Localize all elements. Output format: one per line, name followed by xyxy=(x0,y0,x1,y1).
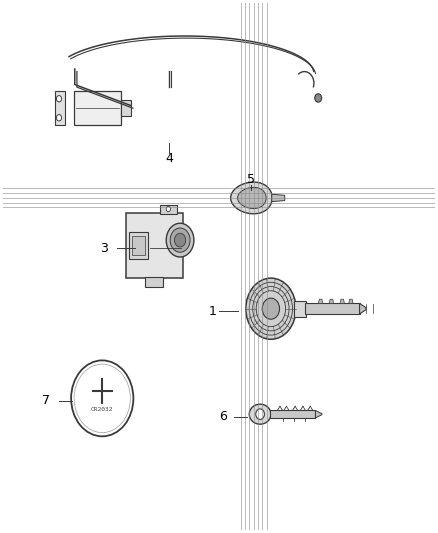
Polygon shape xyxy=(231,182,272,214)
Ellipse shape xyxy=(249,404,271,424)
Text: CR2032: CR2032 xyxy=(91,407,113,413)
Bar xyxy=(270,410,315,418)
Circle shape xyxy=(262,298,279,319)
Bar xyxy=(121,100,131,116)
Text: 3: 3 xyxy=(100,241,108,255)
Bar xyxy=(145,277,163,287)
Text: 7: 7 xyxy=(42,394,50,408)
Circle shape xyxy=(166,206,170,212)
Circle shape xyxy=(246,278,296,340)
Bar xyxy=(132,236,145,255)
Circle shape xyxy=(174,233,186,247)
Circle shape xyxy=(166,223,194,257)
Bar xyxy=(130,232,148,259)
Bar xyxy=(160,205,177,214)
Bar xyxy=(74,91,121,125)
Polygon shape xyxy=(360,303,366,314)
FancyBboxPatch shape xyxy=(126,213,183,278)
Text: 1: 1 xyxy=(208,305,216,318)
Circle shape xyxy=(170,228,190,252)
Bar xyxy=(305,303,360,314)
Polygon shape xyxy=(340,299,344,303)
Polygon shape xyxy=(315,410,322,418)
Circle shape xyxy=(57,95,62,102)
Polygon shape xyxy=(237,188,266,208)
Circle shape xyxy=(256,409,265,419)
Polygon shape xyxy=(318,299,323,303)
Bar xyxy=(294,301,306,317)
Polygon shape xyxy=(349,299,353,303)
Text: 5: 5 xyxy=(247,173,255,186)
Circle shape xyxy=(315,94,321,102)
Bar xyxy=(55,91,65,125)
Circle shape xyxy=(57,115,62,121)
Polygon shape xyxy=(329,299,334,303)
Polygon shape xyxy=(272,194,285,201)
Circle shape xyxy=(71,360,134,437)
Text: 4: 4 xyxy=(165,152,173,165)
Circle shape xyxy=(74,364,131,433)
Text: 6: 6 xyxy=(219,410,227,423)
